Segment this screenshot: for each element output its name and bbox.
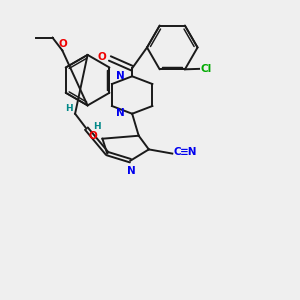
Text: O: O bbox=[98, 52, 106, 62]
Text: N: N bbox=[116, 71, 125, 81]
Text: ≡N: ≡N bbox=[179, 147, 197, 158]
Text: O: O bbox=[88, 131, 97, 141]
Text: C: C bbox=[173, 147, 181, 158]
Text: N: N bbox=[128, 166, 136, 176]
Text: H: H bbox=[65, 104, 73, 113]
Text: N: N bbox=[116, 108, 125, 118]
Text: Cl: Cl bbox=[200, 64, 212, 74]
Text: H: H bbox=[93, 122, 100, 131]
Text: O: O bbox=[58, 39, 67, 49]
